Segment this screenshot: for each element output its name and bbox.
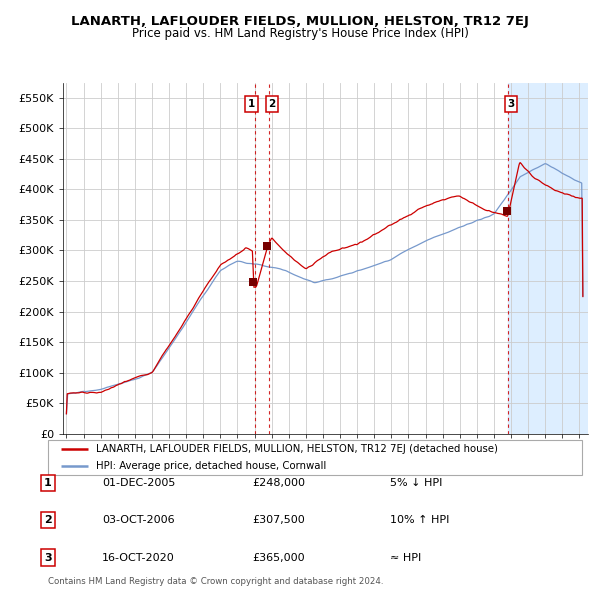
Text: 10% ↑ HPI: 10% ↑ HPI — [390, 516, 449, 525]
Text: LANARTH, LAFLOUDER FIELDS, MULLION, HELSTON, TR12 7EJ (detached house): LANARTH, LAFLOUDER FIELDS, MULLION, HELS… — [96, 444, 498, 454]
Text: £248,000: £248,000 — [252, 478, 305, 487]
Text: 01-DEC-2005: 01-DEC-2005 — [102, 478, 175, 487]
Text: 1: 1 — [248, 99, 255, 109]
FancyBboxPatch shape — [48, 440, 582, 475]
Text: HPI: Average price, detached house, Cornwall: HPI: Average price, detached house, Corn… — [96, 461, 326, 471]
Bar — [508, 83, 588, 434]
Text: Contains HM Land Registry data © Crown copyright and database right 2024.
This d: Contains HM Land Registry data © Crown c… — [48, 577, 383, 590]
Text: 2: 2 — [44, 516, 52, 525]
Text: 3: 3 — [508, 99, 515, 109]
Text: 3: 3 — [44, 553, 52, 562]
Text: £307,500: £307,500 — [252, 516, 305, 525]
Text: 2: 2 — [268, 99, 275, 109]
Text: £365,000: £365,000 — [252, 553, 305, 562]
Text: 16-OCT-2020: 16-OCT-2020 — [102, 553, 175, 562]
Text: 1: 1 — [44, 478, 52, 487]
Text: Price paid vs. HM Land Registry's House Price Index (HPI): Price paid vs. HM Land Registry's House … — [131, 27, 469, 40]
Text: 5% ↓ HPI: 5% ↓ HPI — [390, 478, 442, 487]
Text: ≈ HPI: ≈ HPI — [390, 553, 421, 562]
Text: 03-OCT-2006: 03-OCT-2006 — [102, 516, 175, 525]
Text: LANARTH, LAFLOUDER FIELDS, MULLION, HELSTON, TR12 7EJ: LANARTH, LAFLOUDER FIELDS, MULLION, HELS… — [71, 15, 529, 28]
